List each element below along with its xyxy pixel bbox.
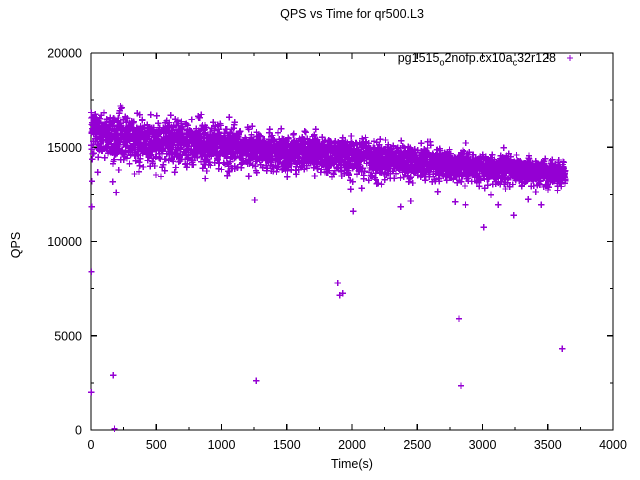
x-tick-label: 2000 — [338, 438, 366, 452]
x-tick-label: 3500 — [534, 438, 562, 452]
chart-title: QPS vs Time for qr500.L3 — [280, 7, 424, 21]
x-tick-label: 2500 — [403, 438, 431, 452]
y-tick-label: 15000 — [47, 141, 82, 155]
y-tick-label: 10000 — [47, 235, 82, 249]
y-tick-label: 20000 — [47, 47, 82, 61]
y-tick-label: 5000 — [54, 329, 82, 343]
legend-series-label: pg1515o2nofp.cx10ac32r128 — [398, 51, 556, 68]
y-axis-label: QPS — [9, 232, 23, 258]
legend: pg1515o2nofp.cx10ac32r128 — [398, 51, 574, 68]
x-tick-label: 500 — [146, 438, 167, 452]
x-tick-label: 1500 — [273, 438, 301, 452]
x-axis: 0 500 1000 1500 2000 2500 3000 3500 4000 — [88, 53, 627, 452]
x-tick-label: 0 — [88, 438, 95, 452]
x-tick-label: 4000 — [599, 438, 627, 452]
x-tick-label: 3000 — [469, 438, 497, 452]
y-tick-label: 0 — [75, 424, 82, 438]
x-axis-label: Time(s) — [331, 457, 373, 471]
data-series-points — [87, 102, 569, 433]
legend-key-marker-plus-icon — [566, 54, 574, 62]
y-axis: 0 5000 10000 15000 20000 — [47, 47, 613, 438]
x-tick-label: 1000 — [208, 438, 236, 452]
